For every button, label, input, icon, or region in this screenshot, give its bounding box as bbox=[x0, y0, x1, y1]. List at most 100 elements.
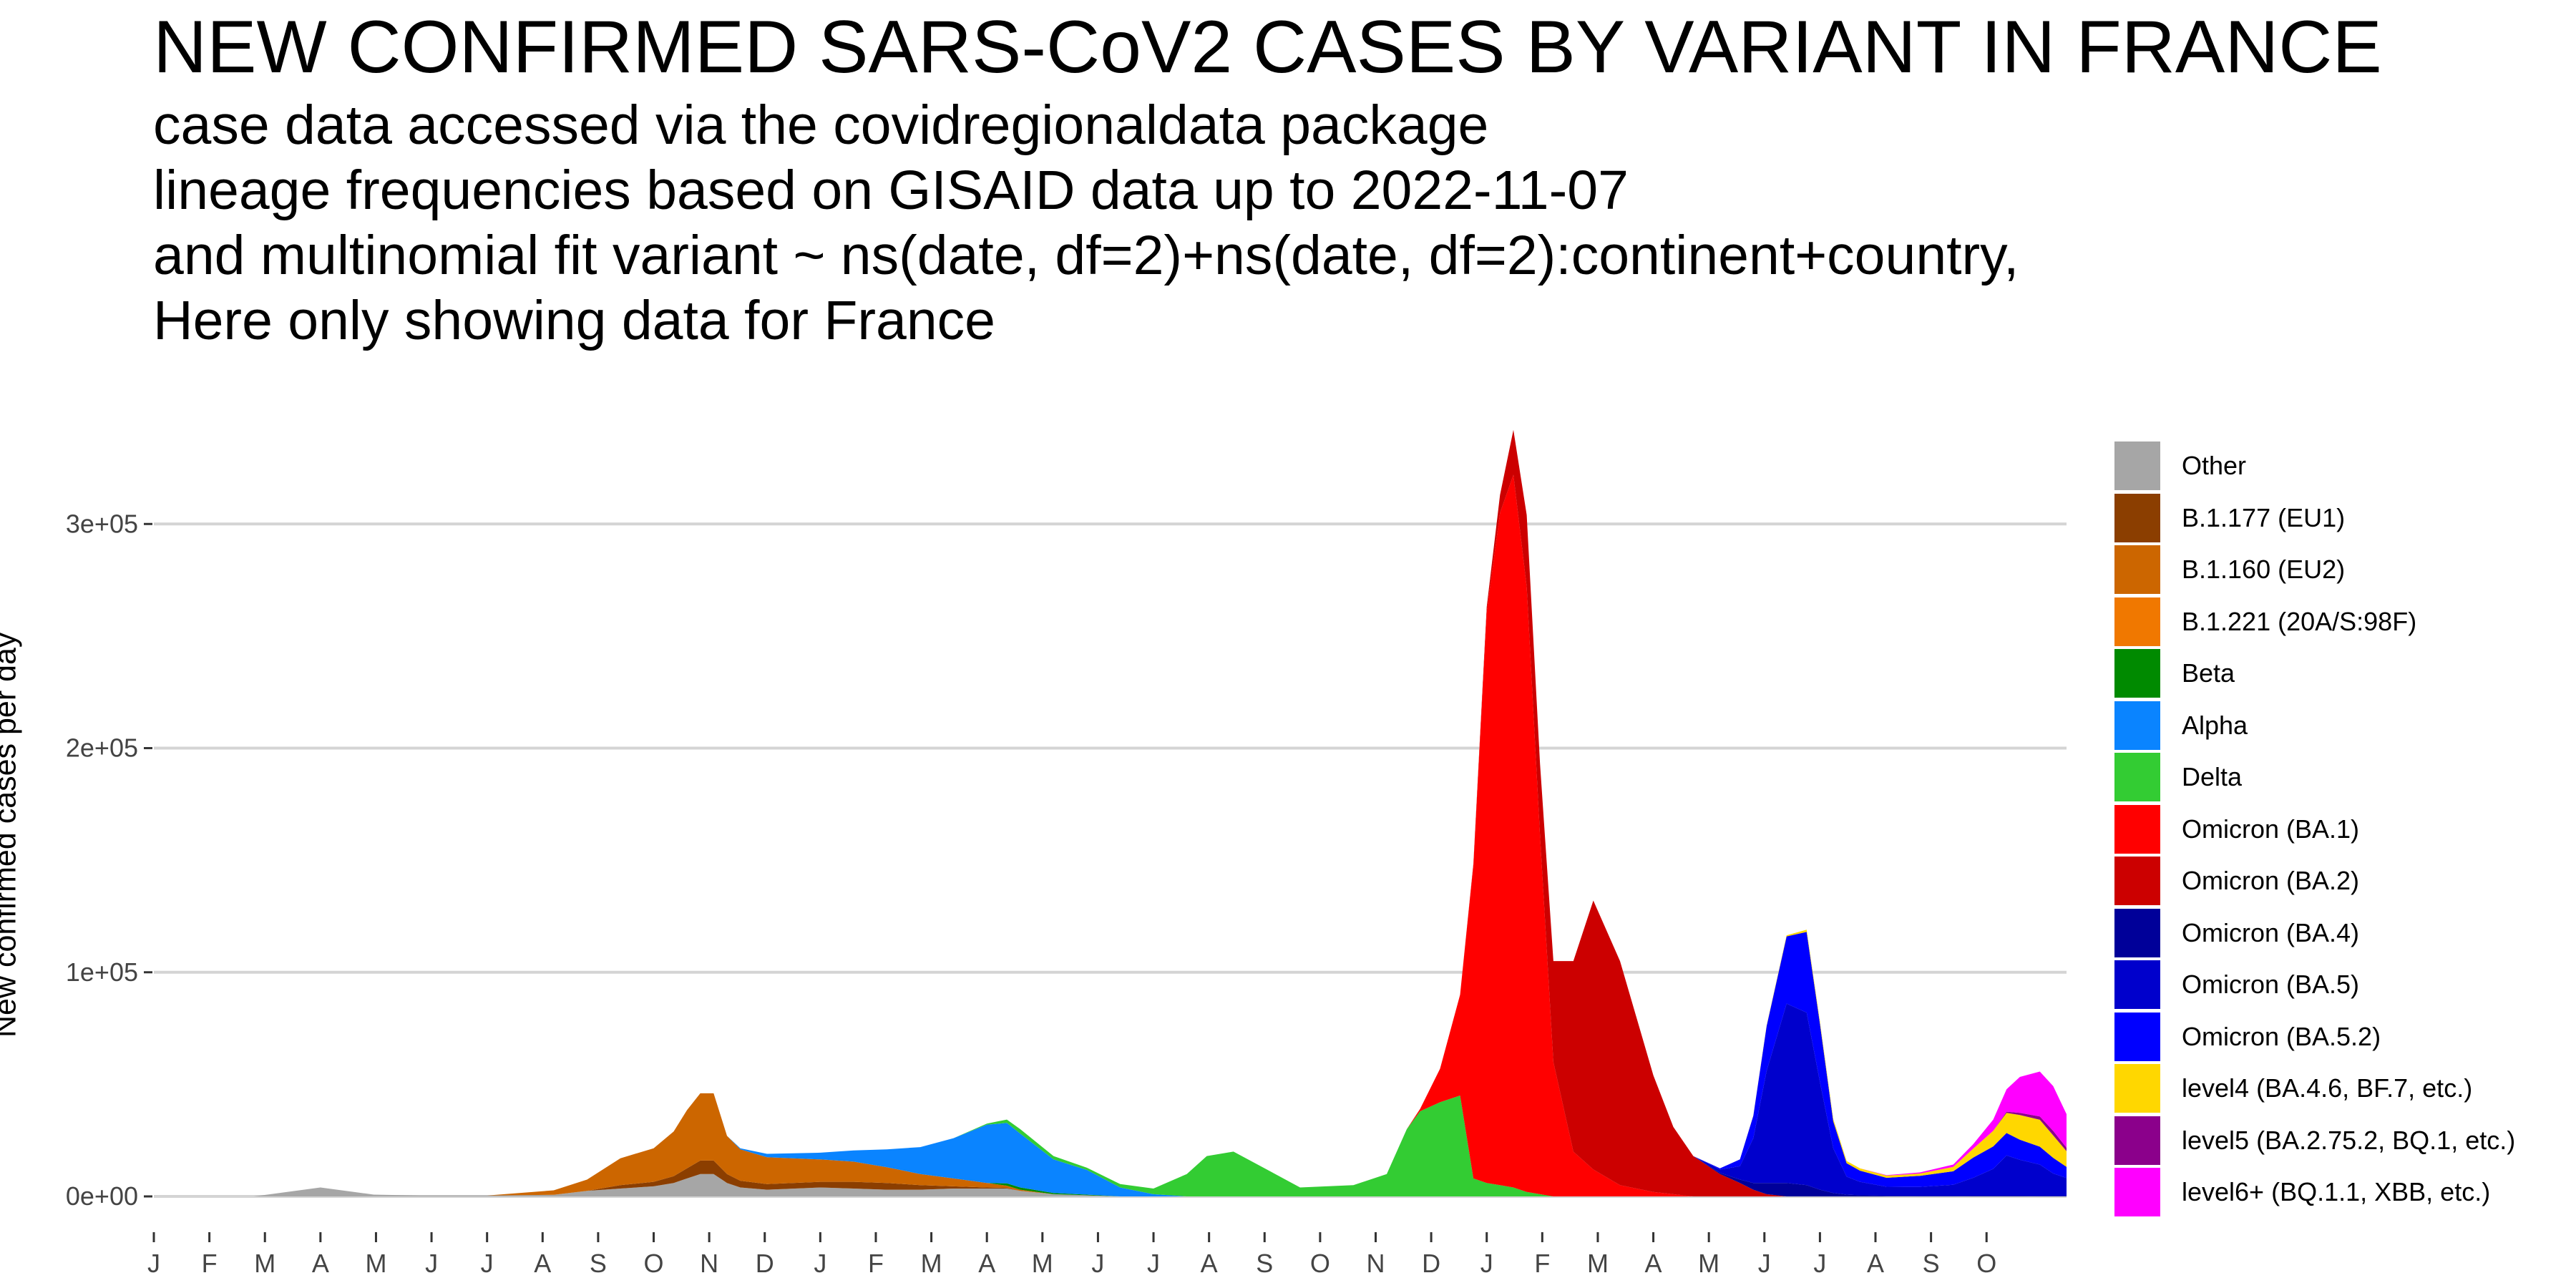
x-tick-label: S bbox=[590, 1249, 607, 1278]
subtitle-line: and multinomial fit variant ~ ns(date, d… bbox=[153, 225, 2019, 286]
x-tick-label: F bbox=[1534, 1249, 1550, 1278]
subtitle-line: case data accessed via the covidregional… bbox=[153, 94, 1489, 156]
chart-subtitle: case data accessed via the covidregional… bbox=[153, 93, 2019, 353]
subtitle-line: lineage frequencies based on GISAID data… bbox=[153, 160, 1629, 221]
legend: Other B.1.177 (EU1) B.1.160 (EU2) B.1.221 (… bbox=[2114, 440, 2515, 1219]
legend-label: Beta bbox=[2182, 658, 2235, 688]
x-tick-label: J bbox=[1147, 1249, 1160, 1278]
x-tick-label: S bbox=[1923, 1249, 1940, 1278]
series-area-omicron-ba-2 bbox=[154, 429, 2067, 1197]
legend-label: Other bbox=[2182, 451, 2247, 481]
legend-item: Omicron (BA.4) bbox=[2114, 907, 2515, 960]
legend-label: Delta bbox=[2182, 762, 2243, 792]
legend-swatch bbox=[2114, 441, 2160, 491]
legend-item: Omicron (BA.5) bbox=[2114, 959, 2515, 1011]
series-area-b-1-177-eu1 bbox=[154, 1160, 2067, 1196]
chart-title: NEW CONFIRMED SARS-CoV2 CASES BY VARIANT… bbox=[153, 6, 2382, 89]
legend-swatch bbox=[2114, 857, 2160, 906]
x-tick-label: M bbox=[921, 1249, 942, 1278]
series-area-other bbox=[154, 1174, 2067, 1196]
legend-swatch bbox=[2114, 597, 2160, 646]
legend-label: B.1.160 (EU2) bbox=[2182, 555, 2346, 585]
legend-swatch bbox=[2114, 493, 2160, 542]
x-tick-label: M bbox=[1698, 1249, 1719, 1278]
x-tick-label: D bbox=[756, 1249, 774, 1278]
x-tick-label: A bbox=[1645, 1249, 1662, 1278]
x-tick-label: J bbox=[814, 1249, 826, 1278]
y-tick-label: 3e+05 bbox=[66, 509, 138, 538]
x-tick-label: A bbox=[312, 1249, 329, 1278]
legend-item: Beta bbox=[2114, 648, 2515, 700]
x-tick-label: D bbox=[1422, 1249, 1440, 1278]
x-tick-label: M bbox=[1587, 1249, 1609, 1278]
legend-item: level4 (BA.4.6, BF.7, etc.) bbox=[2114, 1063, 2515, 1115]
x-tick-label: M bbox=[1032, 1249, 1053, 1278]
x-tick-label: M bbox=[365, 1249, 386, 1278]
x-tick-label: J bbox=[481, 1249, 494, 1278]
x-tick-label: J bbox=[1758, 1249, 1771, 1278]
legend-item: Delta bbox=[2114, 751, 2515, 804]
legend-swatch bbox=[2114, 1116, 2160, 1165]
subtitle-line: Here only showing data for France bbox=[153, 290, 995, 351]
legend-swatch bbox=[2114, 804, 2160, 854]
legend-swatch bbox=[2114, 1168, 2160, 1217]
legend-label: B.1.221 (20A/S:98F) bbox=[2182, 606, 2417, 636]
x-tick-label: O bbox=[1310, 1249, 1330, 1278]
legend-swatch bbox=[2114, 1064, 2160, 1113]
x-tick-label: J bbox=[1813, 1249, 1826, 1278]
legend-swatch bbox=[2114, 753, 2160, 802]
legend-label: level6+ (BQ.1.1, XBB, etc.) bbox=[2182, 1177, 2491, 1207]
y-tick-label: 0e+00 bbox=[66, 1181, 138, 1211]
legend-label: Omicron (BA.1) bbox=[2182, 814, 2360, 844]
x-tick-label: N bbox=[1366, 1249, 1385, 1278]
legend-label: Omicron (BA.5) bbox=[2182, 970, 2360, 1000]
x-tick-label: M bbox=[254, 1249, 275, 1278]
legend-item: Other bbox=[2114, 440, 2515, 492]
x-tick-label: S bbox=[1256, 1249, 1273, 1278]
legend-label: Alpha bbox=[2182, 710, 2248, 740]
legend-label: level5 (BA.2.75.2, BQ.1, etc.) bbox=[2182, 1125, 2516, 1155]
legend-label: B.1.177 (EU1) bbox=[2182, 502, 2346, 532]
legend-swatch bbox=[2114, 701, 2160, 750]
legend-item: B.1.160 (EU2) bbox=[2114, 544, 2515, 596]
x-tick-label: A bbox=[1201, 1249, 1218, 1278]
y-tick-label: 2e+05 bbox=[66, 733, 138, 763]
x-tick-label: F bbox=[202, 1249, 218, 1278]
legend-swatch bbox=[2114, 908, 2160, 957]
x-tick-label: A bbox=[978, 1249, 995, 1278]
x-tick-label: J bbox=[1091, 1249, 1104, 1278]
legend-label: Omicron (BA.2) bbox=[2182, 866, 2360, 896]
legend-swatch bbox=[2114, 1012, 2160, 1061]
x-tick-label: F bbox=[868, 1249, 884, 1278]
legend-label: Omicron (BA.5.2) bbox=[2182, 1021, 2381, 1051]
legend-swatch bbox=[2114, 960, 2160, 1010]
legend-label: level4 (BA.4.6, BF.7, etc.) bbox=[2182, 1073, 2473, 1103]
x-tick-label: N bbox=[700, 1249, 718, 1278]
legend-item: B.1.177 (EU1) bbox=[2114, 492, 2515, 545]
legend-item: Omicron (BA.1) bbox=[2114, 804, 2515, 856]
legend-swatch bbox=[2114, 649, 2160, 698]
x-tick-label: O bbox=[644, 1249, 664, 1278]
x-tick-label: J bbox=[425, 1249, 438, 1278]
legend-swatch bbox=[2114, 545, 2160, 595]
legend-item: level6+ (BQ.1.1, XBB, etc.) bbox=[2114, 1166, 2515, 1219]
x-tick-label: A bbox=[1867, 1249, 1884, 1278]
legend-item: Omicron (BA.5.2) bbox=[2114, 1011, 2515, 1063]
y-tick-label: 1e+05 bbox=[66, 957, 138, 987]
y-axis-title: New confirmed cases per day bbox=[0, 632, 23, 1038]
series-area-b-1-160-eu2 bbox=[154, 1093, 2067, 1196]
x-tick-label: J bbox=[1480, 1249, 1493, 1278]
series-areas bbox=[154, 429, 2067, 1197]
legend-item: B.1.221 (20A/S:98F) bbox=[2114, 596, 2515, 648]
y-axis-ticks: 0e+00 1e+05 2e+05 3e+05 bbox=[66, 509, 152, 1211]
x-tick-label: J bbox=[147, 1249, 160, 1278]
x-tick-label: O bbox=[1976, 1249, 1996, 1278]
legend-item: Omicron (BA.2) bbox=[2114, 855, 2515, 907]
legend-item: Alpha bbox=[2114, 700, 2515, 752]
legend-label: Omicron (BA.4) bbox=[2182, 917, 2360, 947]
series-area-omicron-ba-5 bbox=[154, 429, 2067, 1197]
x-tick-label: A bbox=[534, 1249, 551, 1278]
legend-item: level5 (BA.2.75.2, BQ.1, etc.) bbox=[2114, 1115, 2515, 1167]
